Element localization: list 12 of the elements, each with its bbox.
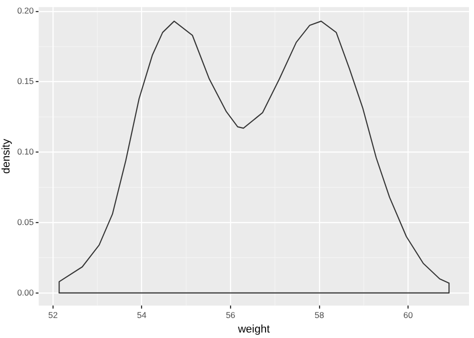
y-tick-label: 0.15 (17, 76, 34, 86)
y-tick-label: 0.05 (17, 216, 34, 227)
y-tick-label: 0.20 (17, 6, 34, 16)
x-tick-label: 54 (137, 310, 147, 320)
x-tick-label: 58 (314, 310, 324, 320)
y-tick-label: 0.00 (17, 287, 34, 298)
y-tick-label: 0.10 (17, 146, 34, 156)
x-tick-label: 56 (226, 310, 236, 320)
x-tick-label: 52 (48, 310, 58, 320)
x-axis-title: weight (236, 323, 270, 336)
y-axis-title: density (0, 138, 13, 174)
x-tick-label: 60 (403, 310, 414, 320)
